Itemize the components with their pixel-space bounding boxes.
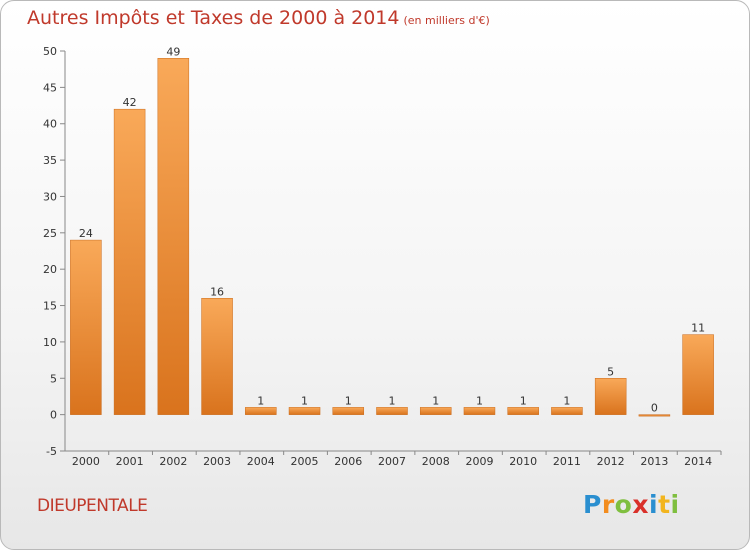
logo-letter: x <box>632 490 649 519</box>
bar <box>332 407 365 415</box>
x-tick-label: 2006 <box>334 455 362 468</box>
data-label: 1 <box>257 394 264 407</box>
x-tick-label: 2008 <box>422 455 450 468</box>
x-tick-label: 2014 <box>684 455 712 468</box>
logo-letter: r <box>601 490 615 519</box>
chart-subtitle: (en milliers d'€) <box>403 14 490 27</box>
bar <box>157 58 190 415</box>
y-tick-label: 5 <box>50 372 57 385</box>
x-tick-label: 2003 <box>203 455 231 468</box>
logo-letter: i <box>649 490 659 519</box>
logo-letter: o <box>614 490 633 519</box>
bar <box>376 407 408 415</box>
data-label: 42 <box>123 96 137 109</box>
bar <box>288 407 321 415</box>
x-tick-label: 2009 <box>465 455 493 468</box>
y-tick-label: 30 <box>43 190 57 203</box>
bar <box>682 334 714 415</box>
bar <box>419 407 452 415</box>
bar <box>245 407 277 415</box>
bar <box>70 239 102 415</box>
data-label: 11 <box>691 322 705 335</box>
bars <box>70 58 714 417</box>
data-label: 1 <box>476 394 483 407</box>
bar <box>638 414 671 417</box>
data-label: 1 <box>345 394 352 407</box>
y-tick-label: 10 <box>43 336 57 349</box>
data-label: 1 <box>563 394 570 407</box>
proxiti-logo[interactable]: Proxiti <box>583 490 680 519</box>
data-label: 1 <box>301 394 308 407</box>
logo-letter: P <box>583 490 602 519</box>
location-name: DIEUPENTALE <box>37 496 148 516</box>
x-tick-label: 2002 <box>159 455 187 468</box>
data-label: 5 <box>607 365 614 378</box>
bar <box>551 407 583 415</box>
x-tick-label: 2011 <box>553 455 581 468</box>
bar <box>463 407 496 415</box>
y-tick-label: 50 <box>43 45 57 58</box>
logo-letter: t <box>658 490 671 519</box>
title-text: Autres Impôts et Taxes de 2000 à 2014 <box>27 7 400 29</box>
x-tick-label: 2007 <box>378 455 406 468</box>
x-tick-label: 2001 <box>116 455 144 468</box>
data-label: 16 <box>210 285 224 298</box>
x-tick-label: 2000 <box>72 455 100 468</box>
chart-title: Autres Impôts et Taxes de 2000 à 2014 (en… <box>27 7 490 29</box>
bar <box>113 108 146 415</box>
y-tick-label: 20 <box>43 263 57 276</box>
y-tick-label: 25 <box>43 227 57 240</box>
data-label: 1 <box>520 394 527 407</box>
x-tick-label: 2010 <box>509 455 537 468</box>
data-label: 1 <box>432 394 439 407</box>
logo-letter: i <box>670 490 680 519</box>
y-tick-label: -5 <box>46 445 57 458</box>
data-label: 1 <box>389 394 396 407</box>
data-label: 24 <box>79 227 93 240</box>
data-label: 0 <box>651 402 658 415</box>
data-label: 49 <box>166 45 180 58</box>
x-tick-label: 2004 <box>247 455 275 468</box>
x-tick-label: 2005 <box>291 455 319 468</box>
bar <box>507 407 539 415</box>
x-tick-label: 2013 <box>640 455 668 468</box>
y-tick-label: 0 <box>50 409 57 422</box>
x-tick-label: 2012 <box>597 455 625 468</box>
y-tick-label: 45 <box>43 81 57 94</box>
bar <box>201 298 233 415</box>
y-tick-label: 15 <box>43 300 57 313</box>
y-tick-label: 35 <box>43 154 57 167</box>
y-tick-label: 40 <box>43 118 57 131</box>
bar <box>594 378 627 415</box>
